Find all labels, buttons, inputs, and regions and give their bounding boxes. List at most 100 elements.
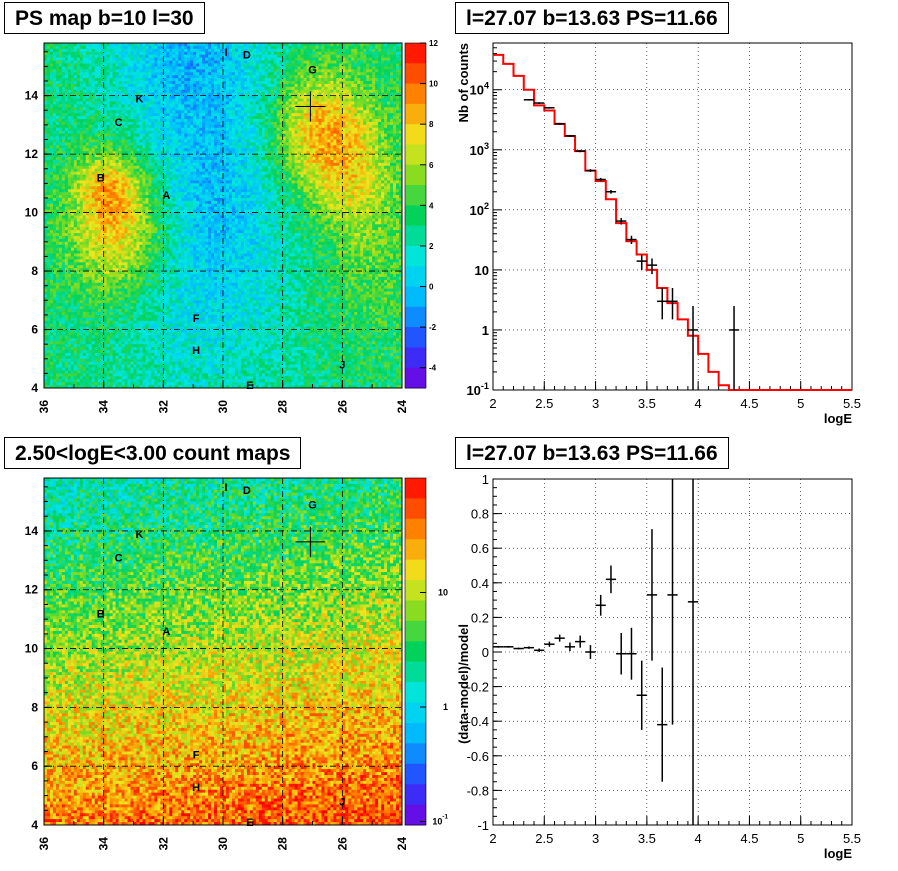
x-tick-label: 24 (395, 400, 409, 414)
x-tick-label: 5.5 (843, 831, 861, 846)
colorbar-tick-label: 8 (429, 120, 434, 129)
count-map-title: 2.50<logE<3.00 count maps (4, 437, 301, 469)
colorbar-segment (405, 682, 426, 703)
x-tick-label: 26 (335, 837, 349, 851)
y-tick-label: 10-1 (466, 381, 489, 398)
source-label: J (339, 796, 345, 808)
colorbar-tick-label: -4 (429, 364, 437, 373)
source-label: J (339, 360, 345, 372)
colorbar-segment (405, 307, 426, 328)
y-tick-label: 8 (31, 264, 38, 278)
y-tick-label: 10 (25, 642, 39, 656)
x-tick-label: 28 (276, 400, 290, 414)
colorbar-segment (405, 580, 426, 601)
source-label: F (193, 749, 200, 761)
x-tick-label: 32 (156, 837, 170, 851)
colorbar-segment (405, 641, 426, 662)
colorbar-segment (405, 539, 426, 560)
colorbar-segment (405, 84, 426, 105)
ps-map-title: PS map b=10 l=30 (4, 2, 205, 34)
colorbar-segment (405, 63, 426, 84)
y-tick-label: 6 (31, 759, 38, 773)
source-label: E (246, 380, 253, 392)
colorbar-segment (405, 703, 426, 724)
x-tick-label: 3.5 (638, 831, 656, 846)
y-tick-label: 0 (482, 645, 489, 660)
colorbar-tick-label: 2 (429, 242, 434, 251)
source-label: C (115, 117, 123, 129)
y-tick-label: -0.8 (467, 783, 489, 798)
x-tick-label: 4 (695, 396, 702, 411)
colorbar-segment (405, 805, 426, 826)
y-tick-label: 103 (469, 141, 489, 158)
colorbar-tick-label: -2 (429, 323, 437, 332)
colorbar-segment (405, 498, 426, 519)
y-tick-label: 1 (482, 323, 489, 338)
y-tick-label: 0.6 (471, 541, 489, 556)
x-tick-label: 4.5 (740, 396, 758, 411)
colorbar-segment (405, 165, 426, 186)
source-label: B (97, 172, 105, 184)
colorbar-segment (405, 185, 426, 206)
source-label: G (308, 499, 317, 511)
y-tick-label: 6 (31, 323, 38, 337)
source-label: K (135, 94, 143, 106)
source-label: I (224, 482, 227, 494)
colorbar-segment (405, 519, 426, 540)
source-label: H (192, 782, 200, 794)
plot-frame (493, 43, 852, 390)
colorbar-tick-label: 10 (429, 80, 438, 89)
colorbar-segment (405, 560, 426, 581)
colorbar-segment (405, 104, 426, 125)
colorbar-segment (405, 784, 426, 805)
colorbar-segment (405, 43, 426, 64)
x-tick-label: 4.5 (740, 831, 758, 846)
x-tick-label: 3 (592, 831, 599, 846)
spectrum-title: l=27.07 b=13.63 PS=11.66 (455, 2, 729, 34)
x-tick-label: 32 (156, 400, 170, 414)
x-tick-label: 36 (37, 837, 51, 851)
source-label: F (193, 313, 200, 325)
y-tick-label: 10 (475, 263, 489, 278)
colorbar-tick-label: 10 (438, 588, 448, 598)
colorbar-segment (405, 205, 426, 226)
source-label: C (115, 552, 123, 564)
x-tick-label: 2.5 (535, 396, 553, 411)
colorbar-segment (405, 287, 426, 308)
x-tick-label: 30 (216, 837, 230, 851)
colorbar-tick-label: 1 (443, 702, 448, 712)
y-tick-label: 8 (31, 700, 38, 714)
colorbar-segment (405, 266, 426, 287)
x-tick-label: 3 (592, 396, 599, 411)
y-tick-label: 14 (25, 524, 39, 538)
colorbar-segment (405, 600, 426, 621)
y-tick-label: 12 (25, 583, 39, 597)
x-tick-label: 3.5 (638, 396, 656, 411)
colorbar-tick-label: 0 (429, 283, 434, 292)
x-tick-label: 28 (276, 837, 290, 851)
y-tick-label: 102 (469, 201, 489, 218)
x-tick-label: 5.5 (843, 396, 861, 411)
y-axis-label: Nb of counts (456, 43, 471, 122)
colorbar-segment (405, 124, 426, 145)
y-tick-label: 10 (25, 206, 39, 220)
colorbar-segment (405, 764, 426, 785)
colorbar-tick-label: 6 (429, 161, 434, 170)
source-label: K (135, 529, 143, 541)
colorbar-segment (405, 368, 426, 389)
y-tick-label: -0.6 (467, 749, 489, 764)
colorbar-segment (405, 226, 426, 247)
x-tick-label: 2.5 (535, 831, 553, 846)
y-tick-label: 104 (469, 81, 489, 98)
x-tick-label: 36 (37, 400, 51, 414)
y-tick-label: 0.4 (471, 576, 489, 591)
x-tick-label: 34 (97, 837, 111, 851)
colorbar-segment (405, 327, 426, 348)
y-tick-label: 0.2 (471, 610, 489, 625)
residual-title: l=27.07 b=13.63 PS=11.66 (455, 437, 729, 469)
x-tick-label: 30 (216, 400, 230, 414)
source-label: A (162, 190, 170, 202)
